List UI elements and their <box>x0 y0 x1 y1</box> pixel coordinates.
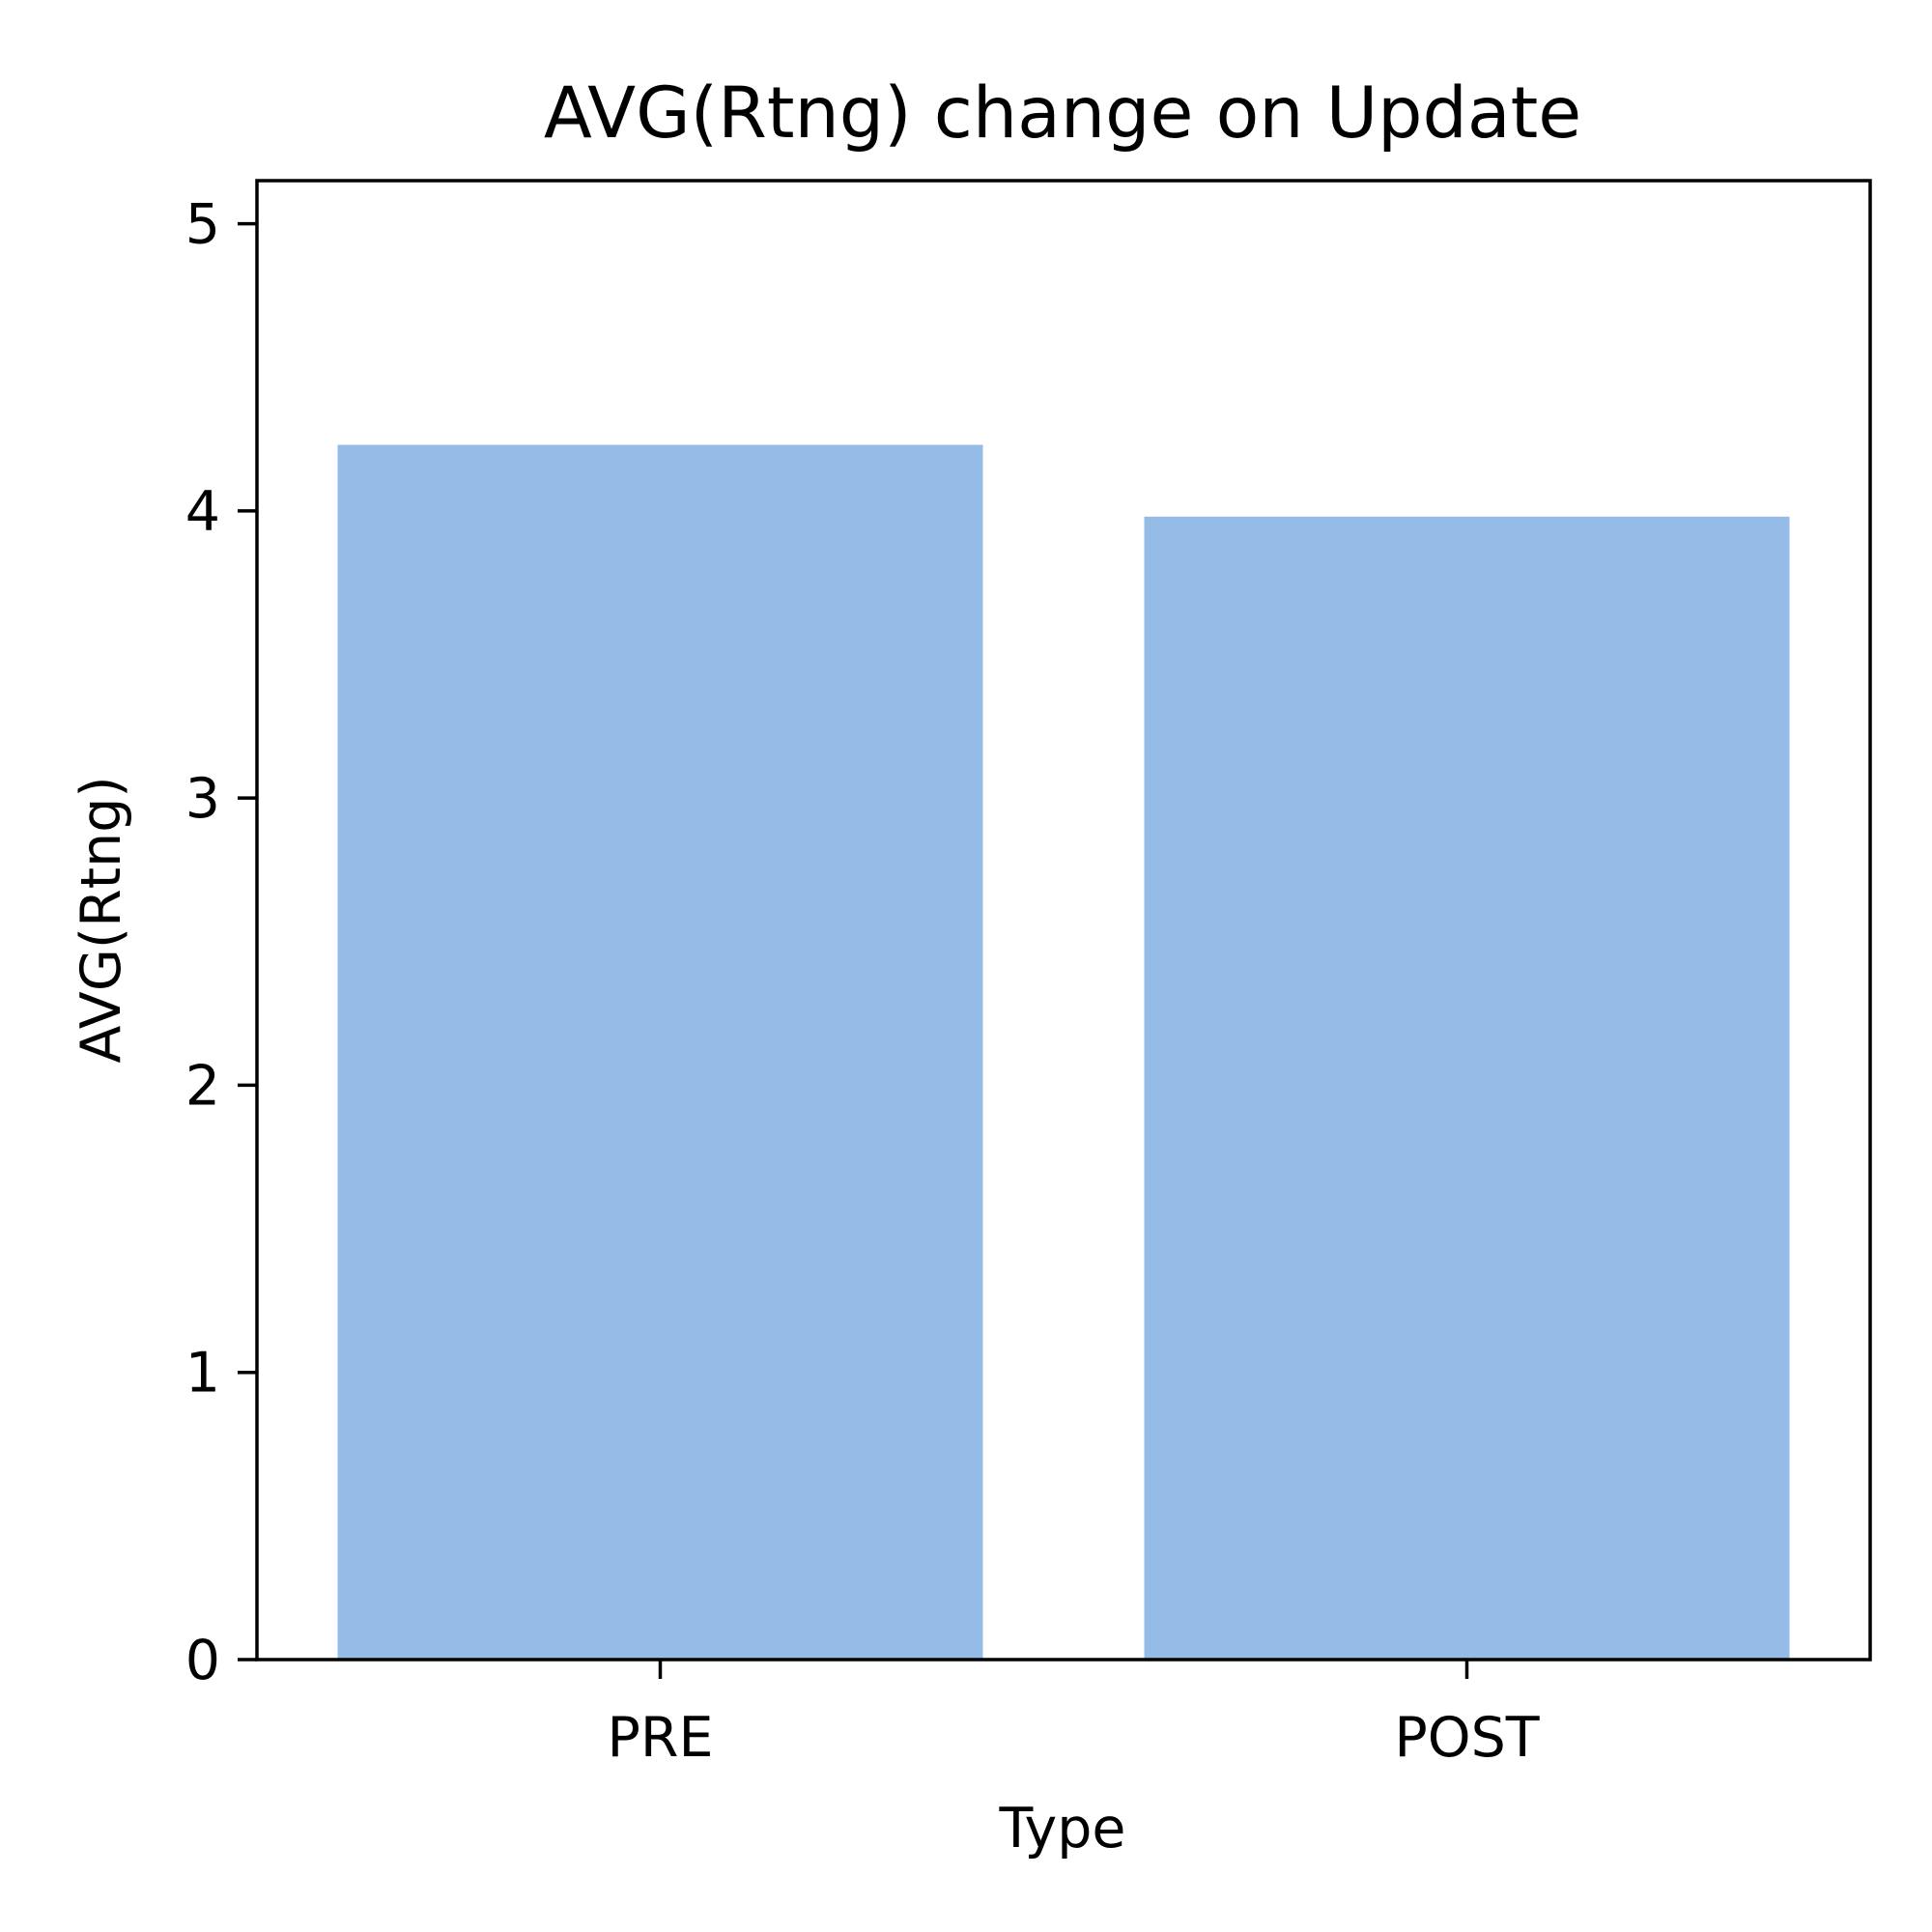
plot-frame <box>255 179 1872 1662</box>
chart-title: AVG(Rtng) change on Update <box>544 72 1581 155</box>
plot-area <box>337 444 1790 1660</box>
x-tick-label: PRE <box>608 1706 714 1770</box>
x-tick-label: POST <box>1394 1706 1539 1770</box>
y-tick-label: 3 <box>185 767 220 831</box>
y-axis: 0 1 2 3 4 5 <box>185 193 257 1692</box>
y-tick-label: 5 <box>185 193 220 257</box>
y-tick-label: 2 <box>185 1054 220 1118</box>
y-axis-label: AVG(Rtng) <box>70 776 133 1063</box>
x-axis-label: Type <box>999 1797 1126 1861</box>
y-tick-label: 4 <box>185 480 220 544</box>
y-tick-label: 0 <box>185 1629 220 1692</box>
x-axis: PRE POST <box>608 1660 1540 1770</box>
y-tick-label: 1 <box>185 1342 220 1406</box>
bar-post <box>1144 516 1790 1660</box>
bar-pre <box>337 444 983 1660</box>
